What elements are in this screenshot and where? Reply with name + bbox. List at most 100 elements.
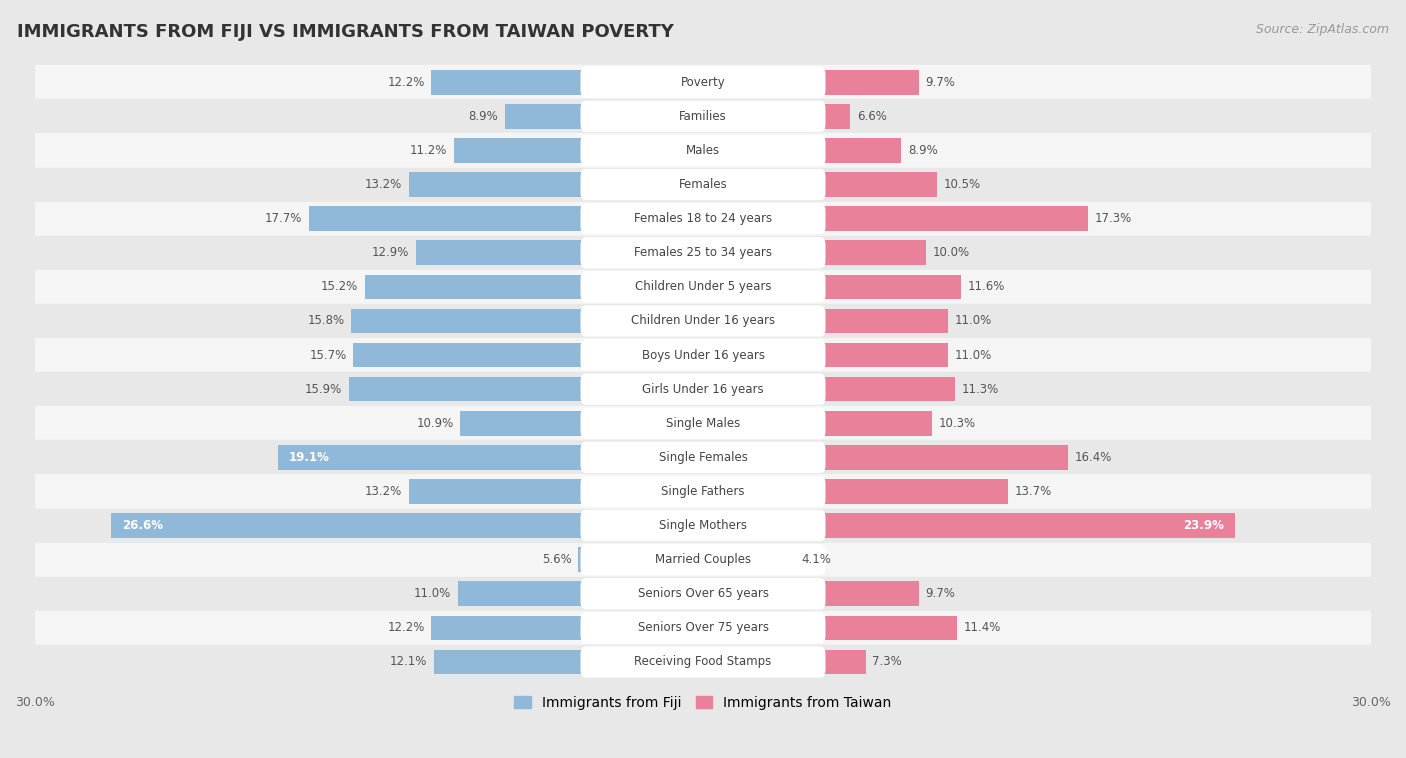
Bar: [703, 274, 962, 299]
Bar: [309, 206, 703, 231]
Text: 11.3%: 11.3%: [962, 383, 998, 396]
Bar: [433, 650, 703, 674]
Text: Boys Under 16 years: Boys Under 16 years: [641, 349, 765, 362]
Text: 26.6%: 26.6%: [122, 519, 163, 532]
Bar: [703, 581, 920, 606]
Text: Source: ZipAtlas.com: Source: ZipAtlas.com: [1256, 23, 1389, 36]
Text: Single Females: Single Females: [658, 451, 748, 464]
Text: 9.7%: 9.7%: [925, 587, 956, 600]
Text: Single Mothers: Single Mothers: [659, 519, 747, 532]
FancyBboxPatch shape: [581, 544, 825, 575]
Bar: [35, 202, 1371, 236]
Text: IMMIGRANTS FROM FIJI VS IMMIGRANTS FROM TAIWAN POVERTY: IMMIGRANTS FROM FIJI VS IMMIGRANTS FROM …: [17, 23, 673, 41]
Text: 15.7%: 15.7%: [309, 349, 347, 362]
Bar: [349, 377, 703, 402]
Text: 11.0%: 11.0%: [415, 587, 451, 600]
Text: 19.1%: 19.1%: [288, 451, 329, 464]
Text: Females 25 to 34 years: Females 25 to 34 years: [634, 246, 772, 259]
Text: 10.3%: 10.3%: [939, 417, 976, 430]
Text: 17.3%: 17.3%: [1095, 212, 1132, 225]
Bar: [35, 168, 1371, 202]
Text: 11.2%: 11.2%: [409, 144, 447, 157]
Bar: [505, 104, 703, 129]
Text: Females 18 to 24 years: Females 18 to 24 years: [634, 212, 772, 225]
Bar: [703, 138, 901, 163]
Text: 12.2%: 12.2%: [387, 622, 425, 634]
Bar: [35, 99, 1371, 133]
FancyBboxPatch shape: [581, 340, 825, 371]
Bar: [432, 70, 703, 95]
Text: 4.1%: 4.1%: [801, 553, 831, 566]
Text: 11.6%: 11.6%: [967, 280, 1005, 293]
Bar: [35, 543, 1371, 577]
Text: Seniors Over 65 years: Seniors Over 65 years: [637, 587, 769, 600]
Text: Receiving Food Stamps: Receiving Food Stamps: [634, 656, 772, 669]
Bar: [35, 645, 1371, 679]
Text: Single Males: Single Males: [666, 417, 740, 430]
Text: 8.9%: 8.9%: [468, 110, 498, 123]
Text: Single Fathers: Single Fathers: [661, 485, 745, 498]
FancyBboxPatch shape: [581, 647, 825, 678]
Text: 15.2%: 15.2%: [321, 280, 359, 293]
Bar: [35, 440, 1371, 475]
FancyBboxPatch shape: [581, 374, 825, 405]
Text: Males: Males: [686, 144, 720, 157]
Text: 10.9%: 10.9%: [416, 417, 454, 430]
Text: 15.9%: 15.9%: [305, 383, 342, 396]
FancyBboxPatch shape: [581, 578, 825, 609]
FancyBboxPatch shape: [581, 408, 825, 439]
Text: 23.9%: 23.9%: [1184, 519, 1225, 532]
FancyBboxPatch shape: [581, 203, 825, 234]
Bar: [35, 236, 1371, 270]
Text: Married Couples: Married Couples: [655, 553, 751, 566]
Text: Children Under 16 years: Children Under 16 years: [631, 315, 775, 327]
FancyBboxPatch shape: [581, 135, 825, 166]
FancyBboxPatch shape: [581, 476, 825, 507]
Text: 10.0%: 10.0%: [932, 246, 970, 259]
FancyBboxPatch shape: [581, 305, 825, 337]
Bar: [703, 547, 794, 572]
FancyBboxPatch shape: [581, 510, 825, 541]
Bar: [703, 445, 1069, 470]
Bar: [460, 411, 703, 436]
Bar: [409, 172, 703, 197]
Text: Children Under 5 years: Children Under 5 years: [634, 280, 772, 293]
Text: 13.2%: 13.2%: [366, 485, 402, 498]
FancyBboxPatch shape: [581, 67, 825, 98]
Bar: [432, 615, 703, 640]
Text: Girls Under 16 years: Girls Under 16 years: [643, 383, 763, 396]
Text: Females: Females: [679, 178, 727, 191]
Bar: [454, 138, 703, 163]
Text: 11.4%: 11.4%: [963, 622, 1001, 634]
Bar: [703, 479, 1008, 504]
Text: Families: Families: [679, 110, 727, 123]
Text: 13.7%: 13.7%: [1015, 485, 1052, 498]
Text: 16.4%: 16.4%: [1076, 451, 1112, 464]
Bar: [703, 615, 957, 640]
Bar: [703, 650, 866, 674]
Bar: [703, 240, 925, 265]
Text: 9.7%: 9.7%: [925, 76, 956, 89]
Bar: [35, 372, 1371, 406]
Bar: [35, 577, 1371, 611]
Text: 5.6%: 5.6%: [541, 553, 572, 566]
Text: 10.5%: 10.5%: [943, 178, 980, 191]
Bar: [111, 513, 703, 538]
FancyBboxPatch shape: [581, 101, 825, 132]
Bar: [35, 133, 1371, 168]
Bar: [703, 377, 955, 402]
Text: 7.3%: 7.3%: [872, 656, 903, 669]
Bar: [35, 406, 1371, 440]
Text: 8.9%: 8.9%: [908, 144, 938, 157]
Text: 6.6%: 6.6%: [856, 110, 887, 123]
FancyBboxPatch shape: [581, 612, 825, 644]
Bar: [35, 65, 1371, 99]
Bar: [703, 343, 948, 368]
Bar: [578, 547, 703, 572]
Bar: [703, 206, 1088, 231]
Bar: [277, 445, 703, 470]
Bar: [703, 70, 920, 95]
Bar: [703, 411, 932, 436]
Bar: [35, 304, 1371, 338]
Bar: [35, 509, 1371, 543]
